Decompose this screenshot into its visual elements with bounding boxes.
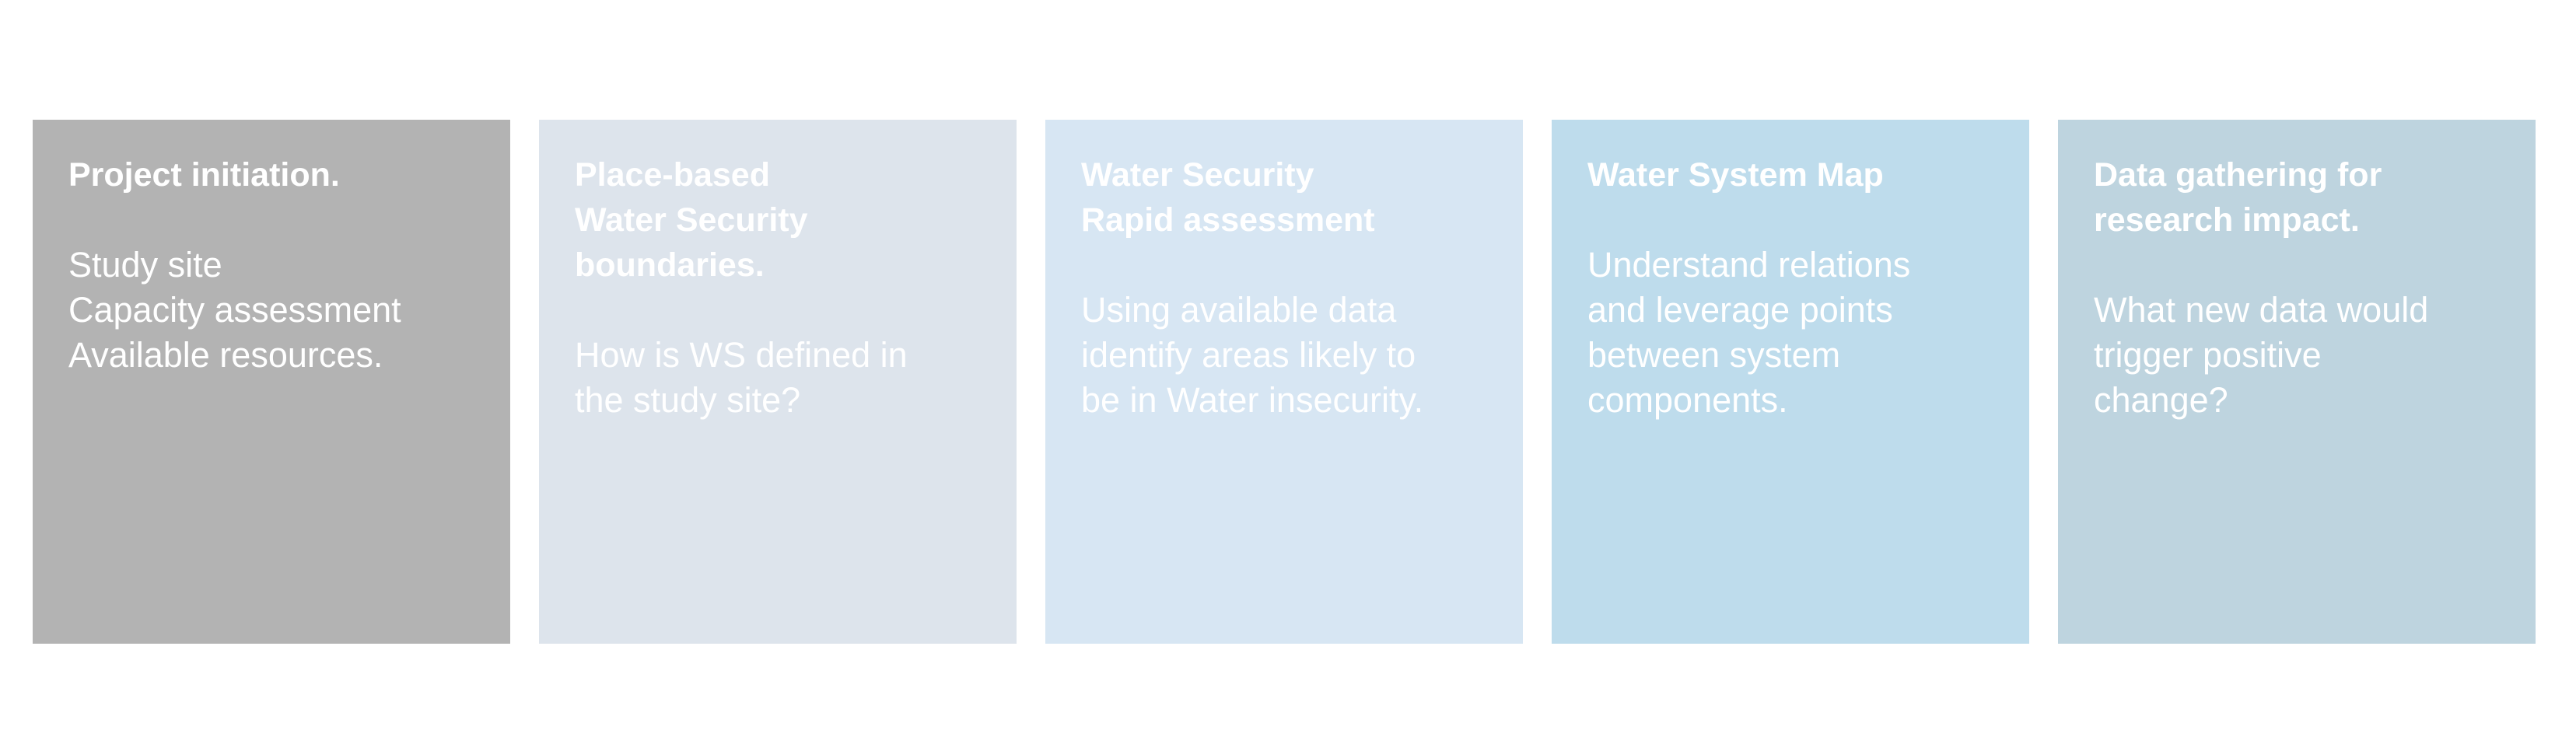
step-card-water-security-boundaries: Place-based Water Security boundaries. H…	[539, 120, 1017, 644]
step-description: What new data would trigger positive cha…	[2094, 290, 2429, 420]
step-description: Study site Capacity assessment Available…	[68, 245, 401, 375]
step-title: Project initiation.	[68, 156, 340, 194]
step-title: Water Security Rapid assessment	[1081, 156, 1375, 239]
step-title: Place-based Water Security boundaries.	[575, 156, 808, 284]
step-description: Using available data identify areas like…	[1081, 290, 1424, 420]
step-card-data-gathering: Data gathering for research impact. What…	[2058, 120, 2536, 644]
step-description: Understand relations and leverage points…	[1587, 245, 1911, 420]
process-steps: Project initiation. Study site Capacity …	[33, 120, 2545, 644]
step-card-rapid-assessment: Water Security Rapid assessment Using av…	[1045, 120, 1523, 644]
step-card-project-initiation: Project initiation. Study site Capacity …	[33, 120, 510, 644]
step-description: How is WS defined in the study site?	[575, 335, 908, 420]
step-card-water-system-map: Water System Map Understand relations an…	[1552, 120, 2029, 644]
step-title: Water System Map	[1587, 156, 1884, 194]
step-title: Data gathering for research impact.	[2094, 156, 2382, 239]
